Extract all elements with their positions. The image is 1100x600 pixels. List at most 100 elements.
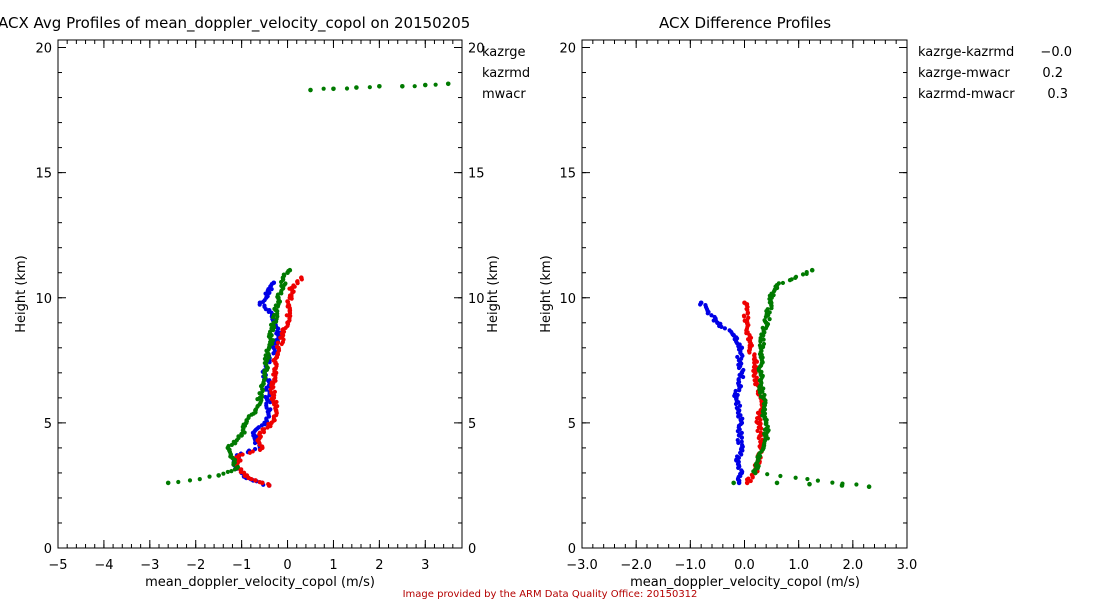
point-mwacr <box>377 83 382 89</box>
point-kazrmd-mwacr <box>809 267 815 273</box>
point-mwacr <box>187 478 193 483</box>
point-kazrge-kazrmd <box>739 442 745 448</box>
point-kazrmd <box>287 293 293 298</box>
point-kazrmd <box>284 313 289 318</box>
point-kazrge-mwacr <box>755 428 760 433</box>
y-tick-label: 5 <box>44 417 52 432</box>
point-kazrmd-mwacr <box>778 473 783 479</box>
x-tick-label: −2.0 <box>620 558 652 573</box>
point-kazrge-mwacr <box>741 313 747 318</box>
point-mwacr <box>283 281 288 286</box>
point-kazrge <box>266 307 272 313</box>
data-points <box>698 267 872 489</box>
point-kazrmd <box>275 340 281 345</box>
point-kazrmd-mwacr <box>780 280 786 286</box>
point-mwacr <box>281 272 286 277</box>
point-kazrmd-mwacr <box>765 472 770 477</box>
avg-profiles-panel: ACX Avg Profiles of mean_doppler_velocit… <box>0 14 530 590</box>
point-mwacr <box>279 283 284 288</box>
y-tick-label-right: 0 <box>468 542 476 557</box>
point-kazrge-mwacr <box>744 480 750 486</box>
point-kazrmd-mwacr <box>804 269 809 275</box>
point-kazrmd-mwacr <box>840 481 845 486</box>
point-kazrge-mwacr <box>754 419 759 424</box>
point-kazrmd-mwacr <box>830 480 835 485</box>
point-kazrge-mwacr <box>746 476 751 481</box>
point-kazrge-kazrmd <box>739 468 744 473</box>
point-kazrmd-mwacr <box>758 335 763 341</box>
y-tick-label-right: 10 <box>468 292 485 307</box>
point-kazrge-kazrmd <box>712 314 717 320</box>
x-tick-label: 1 <box>329 558 337 573</box>
point-mwacr <box>272 306 277 311</box>
point-kazrmd <box>275 404 280 409</box>
point-kazrge-kazrmd <box>739 345 745 351</box>
x-tick-label: 2 <box>375 558 383 573</box>
point-kazrge-mwacr <box>749 472 754 477</box>
point-mwacr <box>422 82 428 88</box>
point-mwacr <box>225 469 230 475</box>
point-kazrmd-mwacr <box>774 480 780 486</box>
point-kazrmd-mwacr <box>759 332 764 337</box>
x-tick-label: −3.0 <box>566 558 598 573</box>
point-mwacr <box>176 479 181 485</box>
point-mwacr <box>344 86 350 91</box>
point-kazrge-kazrmd <box>703 303 708 308</box>
point-kazrmd-mwacr <box>731 480 736 486</box>
point-kazrmd <box>253 478 258 483</box>
y-tick-label: 0 <box>44 542 52 557</box>
point-kazrge-kazrmd <box>727 328 732 333</box>
point-kazrmd <box>237 453 242 458</box>
legend-kazrge: kazrge <box>482 45 525 60</box>
point-kazrge-kazrmd <box>736 376 741 382</box>
point-mwacr <box>367 85 372 90</box>
point-kazrmd-mwacr <box>762 431 767 436</box>
point-mwacr <box>266 355 271 360</box>
point-kazrmd-mwacr <box>762 318 767 323</box>
point-mwacr <box>226 443 231 449</box>
x-tick-label: −4 <box>94 558 113 573</box>
y-tick-label: 15 <box>559 167 576 182</box>
x-axis-label: mean_doppler_velocity_copol (m/s) <box>630 575 860 590</box>
x-tick-label: 3 <box>421 558 429 573</box>
point-mwacr <box>321 86 326 91</box>
point-kazrge-mwacr <box>746 315 751 320</box>
point-kazrge-mwacr <box>752 352 757 357</box>
point-mwacr <box>239 431 244 437</box>
point-kazrge-mwacr <box>758 430 763 435</box>
point-mwacr <box>331 86 336 92</box>
legend-value-kazrmd-mwacr: 0.3 <box>1047 87 1068 102</box>
point-kazrmd-mwacr <box>866 484 872 489</box>
point-kazrge-kazrmd <box>709 313 714 318</box>
point-kazrmd-mwacr <box>807 481 812 487</box>
point-kazrmd <box>257 479 262 485</box>
x-tick-label: −1.0 <box>675 558 707 573</box>
point-kazrmd <box>240 452 245 457</box>
point-kazrmd <box>285 299 290 304</box>
point-mwacr <box>262 356 268 361</box>
axis-ticks: −5 −4 −3 −2 −1 0 1 2 3 0 0 5 5 10 10 15 15 20 20 <box>35 40 485 573</box>
point-kazrge-kazrmd <box>739 430 744 435</box>
y-tick-label: 15 <box>35 167 52 182</box>
point-kazrmd-mwacr <box>815 478 820 483</box>
point-kazrge <box>268 407 273 412</box>
point-kazrmd <box>250 449 255 454</box>
point-mwacr <box>412 84 417 89</box>
x-axis-label: mean_doppler_velocity_copol (m/s) <box>145 575 375 590</box>
point-kazrge <box>256 425 261 430</box>
point-mwacr <box>400 83 405 89</box>
point-kazrmd-mwacr <box>760 325 765 330</box>
legend-kazrge-kazrmd: kazrge-kazrmd <box>918 45 1014 60</box>
point-kazrge-mwacr <box>754 375 759 380</box>
x-tick-label: 2.0 <box>842 558 863 573</box>
point-kazrmd <box>244 473 250 478</box>
difference-profiles-panel: ACX Difference Profiles −3.0 −2.0 −1.0 0.0 1… <box>539 14 1072 590</box>
chart-title: ACX Difference Profiles <box>659 14 831 32</box>
y-tick-label: 20 <box>559 42 576 57</box>
legend-mwacr: mwacr <box>482 87 526 102</box>
point-kazrmd <box>272 389 277 394</box>
point-kazrmd-mwacr <box>800 272 806 277</box>
point-kazrmd-mwacr <box>760 389 765 394</box>
axis-ticks: −3.0 −2.0 −1.0 0.0 1.0 2.0 3.0 0 5 10 15 20 <box>559 40 917 573</box>
